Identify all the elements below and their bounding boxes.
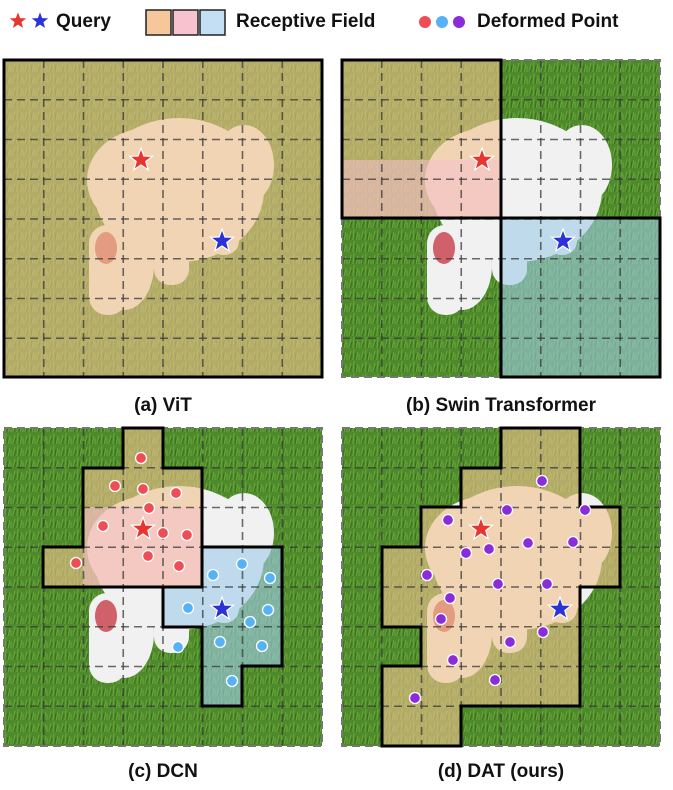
deformed-point-purple	[535, 474, 549, 488]
dat-caption: (d) DAT (ours)	[438, 761, 564, 782]
deformed-point-red	[142, 501, 156, 515]
vit-caption: (a) ViT	[134, 395, 192, 416]
deformed-point-red	[136, 482, 150, 496]
deformed-point-blue	[206, 568, 220, 582]
legend-receptive-field: Receptive Field	[145, 9, 375, 36]
blue-point-icon	[435, 15, 449, 29]
deformed-point-purple	[488, 673, 502, 687]
deformed-point-red	[172, 559, 186, 573]
deformed-point-purple	[491, 577, 505, 591]
dcn-caption: (c) DCN	[128, 761, 198, 782]
dat-field-border	[380, 426, 622, 748]
deformed-point-blue	[213, 635, 227, 649]
dcn-field-pink	[83, 507, 202, 587]
legend-receptive-field-label: Receptive Field	[236, 11, 375, 32]
deformed-point-blue	[181, 601, 195, 615]
legend-query-label: Query	[56, 11, 111, 32]
query-blue-star-icon	[29, 9, 51, 31]
deformed-point-blue	[263, 571, 277, 585]
deformed-point-purple	[521, 536, 535, 550]
swin-query-red-star-icon	[468, 146, 496, 172]
legend-deformed-point: Deformed Point	[418, 11, 619, 32]
deformed-point-purple	[446, 653, 460, 667]
deformed-point-red	[108, 479, 122, 493]
swin-window-border-1	[340, 58, 503, 220]
red-point-icon	[418, 15, 432, 29]
deformed-point-purple	[434, 612, 448, 626]
orange-field-swatch	[145, 9, 172, 36]
dat-query-red-star-icon	[467, 515, 495, 541]
deformed-point-red	[156, 526, 170, 540]
deformed-point-red	[96, 519, 110, 533]
dat-query-blue-star-icon	[546, 595, 574, 621]
pink-field-swatch	[172, 9, 199, 36]
dcn-field-blue-border	[161, 545, 284, 708]
query-red-star-icon	[7, 9, 29, 31]
deformed-point-blue	[243, 615, 257, 629]
swin-caption: (b) Swin Transformer	[406, 395, 597, 416]
deformed-point-purple	[566, 535, 580, 549]
deformed-point-purple	[482, 542, 496, 556]
panel-dcn: (c) DCN	[3, 426, 323, 782]
deformed-point-purple	[420, 568, 434, 582]
blue-field-swatch	[199, 9, 226, 36]
dog-tongue	[95, 600, 117, 632]
deformed-point-purple	[459, 546, 473, 560]
purple-point-icon	[452, 15, 466, 29]
vit-grid	[4, 60, 322, 377]
legend: Query Receptive Field Deformed Point	[7, 9, 619, 36]
panel-swin: (b) Swin Transformer	[340, 58, 662, 416]
deformed-point-purple	[536, 625, 550, 639]
dcn-query-red-star-icon	[129, 515, 157, 541]
dog-tongue	[433, 232, 455, 264]
swin-query-blue-star-icon	[549, 227, 577, 253]
deformed-point-blue	[225, 674, 239, 688]
deformed-point-purple	[540, 577, 554, 591]
deformed-point-red	[169, 486, 183, 500]
vit-border	[2, 58, 324, 379]
deformed-point-blue	[261, 603, 275, 617]
vit-photo	[4, 60, 322, 377]
deformed-point-red	[134, 451, 148, 465]
deformed-point-purple	[578, 503, 592, 517]
deformed-point-red	[180, 528, 194, 542]
dcn-query-blue-star-icon	[208, 595, 236, 621]
dcn-field-red-border	[41, 426, 204, 589]
panel-vit: (a) ViT	[2, 58, 324, 416]
deformed-point-red	[69, 556, 83, 570]
deformed-point-blue	[255, 639, 269, 653]
deformed-point-purple	[500, 503, 514, 517]
deformed-point-purple	[503, 635, 517, 649]
deformed-point-purple	[443, 591, 457, 605]
panel-dat: (d) DAT (ours)	[341, 426, 661, 782]
deformed-point-blue	[171, 640, 185, 654]
legend-query: Query	[7, 9, 111, 32]
dat-deformed-points	[408, 474, 592, 705]
dcn-deformed-points	[69, 451, 277, 688]
vit-query-red-star-icon	[127, 146, 155, 172]
deformed-point-purple	[408, 691, 422, 705]
legend-deformed-point-label: Deformed Point	[477, 11, 619, 32]
deformed-point-blue	[235, 557, 249, 571]
deformed-point-red	[141, 549, 155, 563]
deformed-point-purple	[441, 513, 455, 527]
vit-query-blue-star-icon	[208, 227, 236, 253]
swin-window-border-2	[499, 216, 662, 379]
